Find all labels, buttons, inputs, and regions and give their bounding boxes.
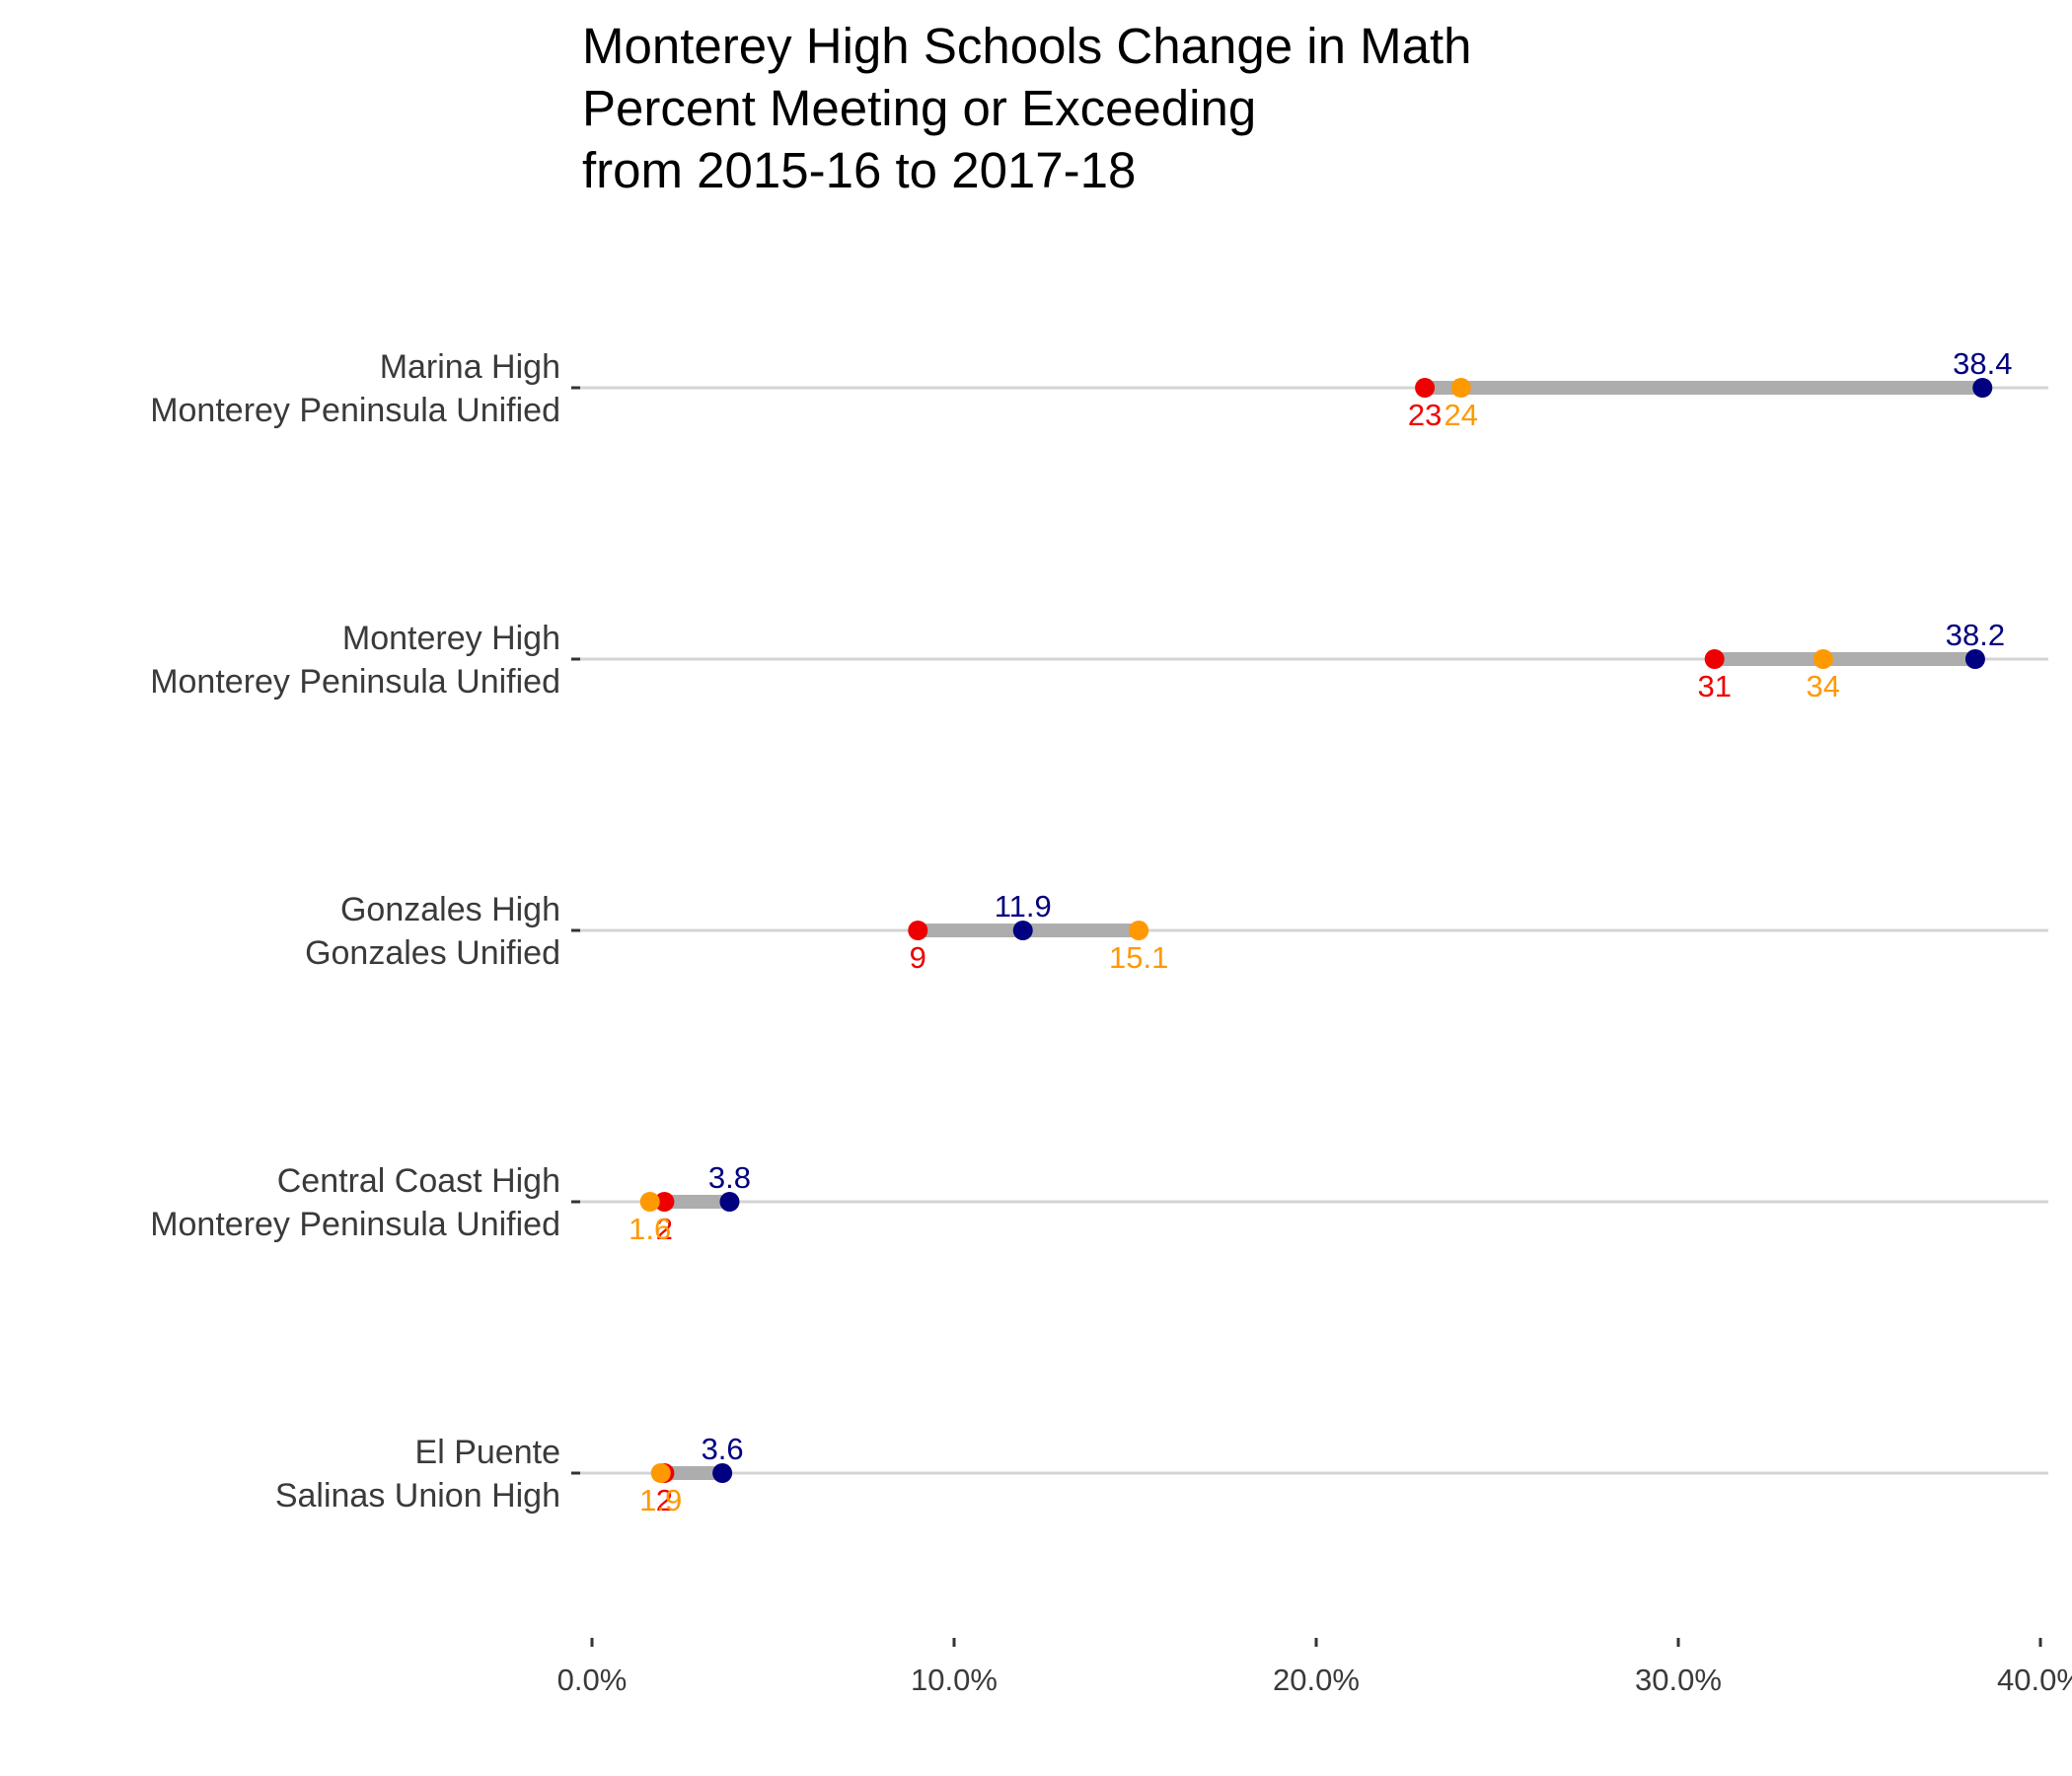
district-name-label: Monterey Peninsula Unified — [150, 1206, 560, 1243]
district-name-label: Monterey Peninsula Unified — [150, 663, 560, 701]
orange-data-label: 1.9 — [639, 1483, 682, 1517]
navy-data-label: 38.2 — [1946, 618, 2005, 652]
orange-point — [639, 1192, 660, 1212]
orange-data-label: 24 — [1444, 398, 1478, 432]
orange-data-label: 34 — [1807, 669, 1840, 703]
x-tick-label: 40.0% — [1997, 1663, 2072, 1697]
school-name-label: El Puente — [415, 1434, 560, 1471]
red-point — [654, 1192, 675, 1212]
red-point — [1704, 649, 1725, 669]
red-data-label: 2 — [656, 1483, 673, 1517]
x-tick-label: 0.0% — [557, 1663, 628, 1697]
navy-data-label: 3.6 — [702, 1432, 744, 1466]
red-data-label: 2 — [656, 1212, 673, 1246]
school-name-label: Monterey High — [342, 620, 560, 657]
navy-data-label: 11.9 — [995, 889, 1052, 924]
district-name-label: Salinas Union High — [275, 1477, 560, 1515]
x-tick-label: 20.0% — [1273, 1663, 1360, 1697]
x-tick-label: 10.0% — [911, 1663, 998, 1697]
district-name-label: Gonzales Unified — [305, 934, 560, 972]
chart-title-line-3: from 2015-16 to 2017-18 — [582, 142, 1136, 198]
x-tick-label: 30.0% — [1635, 1663, 1722, 1697]
orange-data-label: 1.6 — [629, 1212, 671, 1246]
navy-point — [712, 1463, 733, 1483]
orange-point — [1129, 921, 1149, 940]
red-point — [908, 921, 928, 940]
navy-data-label: 3.8 — [708, 1160, 751, 1195]
chart-title: Monterey High Schools Change in Math Per… — [582, 18, 1472, 198]
chart-title-line-1: Monterey High Schools Change in Math — [582, 18, 1472, 74]
district-name-label: Monterey Peninsula Unified — [150, 392, 560, 429]
school-name-label: Marina High — [380, 348, 560, 386]
navy-point — [1972, 378, 1993, 398]
school-name-label: Central Coast High — [277, 1162, 560, 1200]
navy-point — [1964, 649, 1985, 669]
orange-point — [1813, 649, 1833, 669]
red-data-label: 31 — [1697, 669, 1731, 703]
orange-data-label: 15.1 — [1109, 940, 1168, 975]
orange-point — [650, 1463, 671, 1483]
orange-point — [1450, 378, 1471, 398]
school-name-label: Gonzales High — [340, 891, 560, 928]
navy-point — [1012, 921, 1033, 940]
navy-point — [719, 1192, 740, 1212]
red-point — [1415, 378, 1436, 398]
red-data-label: 23 — [1408, 398, 1442, 432]
navy-data-label: 38.4 — [1953, 346, 2012, 381]
red-data-label: 9 — [910, 940, 926, 975]
chart-title-line-2: Percent Meeting or Exceeding — [582, 80, 1256, 136]
